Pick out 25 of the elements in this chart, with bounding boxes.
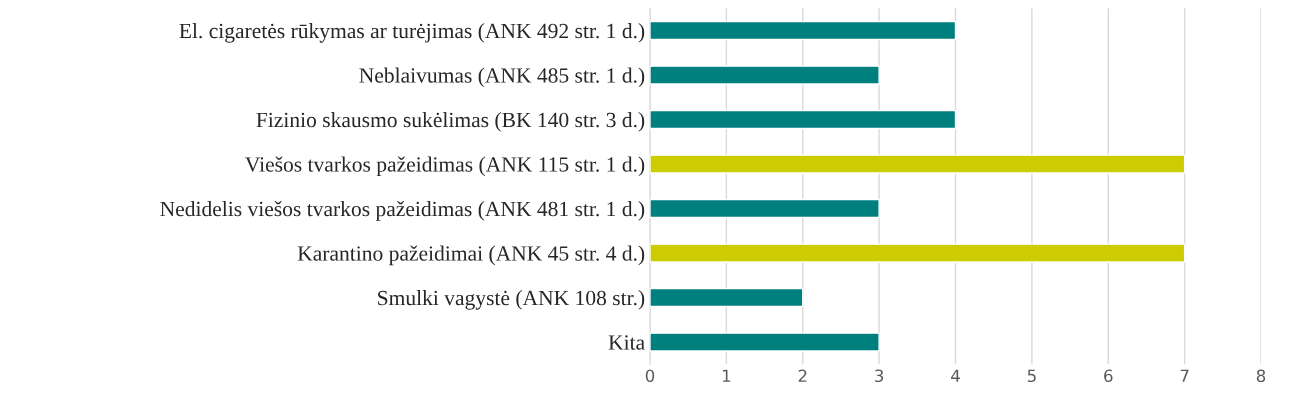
x-tick-label: 6 [1104,369,1113,383]
y-tick-label: Karantino pažeidimai (ANK 45 str. 4 d.) [297,245,645,266]
y-tick-label: Neblaivumas (ANK 485 str. 1 d.) [359,67,645,88]
bar [650,332,880,352]
bar [650,154,1186,174]
x-tick-label: 2 [798,369,807,382]
x-tick-label: 4 [951,369,960,382]
bar [650,109,957,130]
y-tick-label: Nedidelis viešos tvarkos pažeidimas (ANK 481 str. 1 d.) [160,201,645,221]
y-tick-label: Fizinio skausmo sukėlimas (BK 140 str. 3 d.) [256,112,645,132]
bar [650,20,957,41]
y-tick-label: Smulki vagystė (ANK 108 str.) [378,290,645,310]
x-tick-label: 8 [1256,369,1266,383]
bar [650,287,804,308]
x-tick-label: 5 [1027,369,1036,383]
bar [650,65,880,85]
y-tick-label: El. cigaretės rūkymas ar turėjimas (ANK 492 str. 1 d.) [179,23,645,43]
x-tick-label: 0 [645,369,655,383]
bar [650,198,880,219]
y-tick-label: Viešos tvarkos pažeidimas (ANK 115 str. 1 d.) [245,156,645,177]
y-tick-label: Kita [608,335,645,350]
x-tick-label: 1 [722,369,731,382]
x-tick-label: 7 [1180,369,1189,382]
bar [650,243,1186,263]
x-tick-label: 3 [875,369,884,383]
